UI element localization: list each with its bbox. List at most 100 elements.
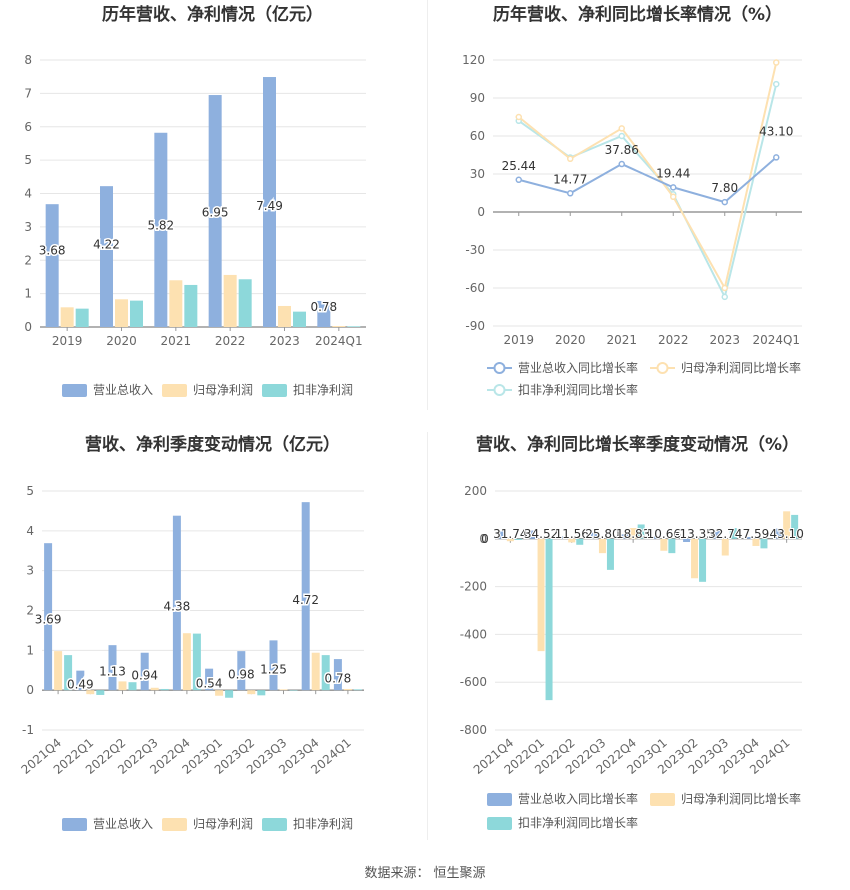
y-tick-label: 7	[24, 86, 32, 100]
legend-marker	[493, 384, 506, 396]
data-label: 0.54	[196, 676, 223, 690]
bar	[317, 300, 331, 327]
data-label: 7.80	[711, 181, 738, 195]
bar	[140, 652, 149, 691]
data-label: 4.72	[292, 593, 319, 607]
legend-swatch	[162, 818, 187, 831]
data-label: 34.52	[524, 527, 558, 541]
bar	[293, 311, 306, 327]
series-point	[721, 198, 728, 206]
y-tick-label: 8	[24, 53, 32, 67]
chart-title: 历年营收、净利情况（亿元）	[102, 4, 323, 25]
series-point	[618, 160, 625, 168]
data-label: 43.10	[769, 527, 803, 541]
series-point	[618, 125, 625, 132]
bar	[353, 689, 362, 691]
bar	[637, 524, 645, 539]
bar	[301, 502, 310, 691]
y-tick-label: -400	[460, 627, 487, 641]
data-label: 6.95	[202, 205, 229, 219]
y-tick-label: 30	[470, 167, 485, 181]
data-label: 3.69	[35, 613, 62, 627]
bar	[775, 528, 783, 539]
bar	[215, 690, 224, 696]
y-tick-label: 1	[26, 643, 34, 657]
data-label: 43.10	[759, 124, 793, 138]
bar	[257, 690, 266, 696]
bar	[333, 659, 342, 691]
bar	[590, 532, 598, 539]
data-label: 0.78	[325, 672, 352, 686]
bar	[576, 538, 584, 545]
x-tick-label: 2021	[606, 333, 637, 347]
bar	[154, 132, 168, 327]
legend-label: 营业总收入	[93, 817, 153, 831]
series-point	[567, 155, 574, 163]
data-label: 3.68	[39, 244, 66, 258]
y-tick-label: 90	[470, 91, 485, 105]
quarterly-growth-rate-chart: 营收、净利同比增长率季度变动情况（%） -800 -600 -400 -200 0 200 2…	[425, 430, 850, 860]
data-label: 1.13	[99, 665, 126, 679]
legend-swatch	[162, 384, 187, 397]
annual-revenue-profit-chart: 历年营收、净利情况（亿元） 0 1 2 3 4 5 6 7 8 2019 2020 2021 2022 20…	[0, 0, 425, 430]
bar	[332, 325, 346, 327]
bar	[652, 536, 660, 539]
series-point	[773, 80, 780, 88]
y-tick-label: 0	[479, 532, 487, 546]
y-tick-label: -30	[465, 243, 485, 257]
bar	[752, 538, 760, 546]
data-source-label: 数据来源：	[364, 866, 430, 881]
series-point	[721, 293, 728, 301]
series-point	[773, 59, 780, 66]
bar	[744, 536, 752, 539]
bar	[76, 670, 85, 691]
data-label: -13.35	[675, 527, 714, 541]
bar	[560, 536, 568, 539]
legend-label: 扣非净利润	[293, 817, 353, 831]
bar	[514, 538, 522, 540]
bar	[225, 690, 234, 698]
legend-label: 归母净利润	[193, 383, 253, 397]
data-label: 0.78	[310, 300, 337, 314]
legend-swatch	[262, 818, 287, 831]
bar	[278, 305, 291, 327]
bar	[208, 95, 222, 327]
data-label: 1.25	[260, 662, 287, 676]
bar	[150, 687, 159, 691]
bar	[568, 538, 576, 543]
bar	[545, 538, 553, 701]
legend-marker	[493, 362, 506, 374]
x-tick-label: 2023	[269, 334, 300, 348]
y-tick-label: 4	[26, 524, 34, 538]
chart-title: 历年营收、净利同比增长率情况（%）	[493, 4, 782, 25]
bar	[279, 689, 288, 691]
data-label: 37.86	[605, 143, 639, 157]
bar	[115, 299, 128, 327]
data-label: 25.80	[585, 527, 619, 541]
y-tick-label: -60	[465, 281, 485, 295]
legend-marker	[656, 362, 669, 374]
y-tick-label: 3	[24, 220, 32, 234]
y-tick-label: 2	[26, 604, 34, 618]
bar	[321, 655, 330, 691]
data-label: 31.74	[493, 527, 527, 541]
data-label: 4.22	[93, 237, 120, 251]
series-point	[567, 190, 574, 197]
bar	[184, 284, 198, 327]
bar	[45, 204, 59, 327]
bar	[721, 538, 729, 556]
legend-label: 营业总收入同比增长率	[518, 360, 638, 375]
bar	[128, 682, 137, 691]
bar	[506, 538, 514, 542]
series-point	[773, 154, 780, 161]
annual-growth-rate-chart: 历年营收、净利同比增长率情况（%） -90 -60 -30 0 30 60 90 120 2019…	[425, 0, 850, 430]
series-point	[721, 284, 728, 292]
series-point	[515, 113, 522, 121]
bar	[205, 668, 214, 691]
series-line	[518, 156, 777, 204]
bar	[760, 538, 768, 549]
data-label: 18.83	[616, 527, 650, 541]
bar	[172, 515, 181, 691]
chart-title: 营收、净利同比增长率季度变动情况（%）	[476, 434, 799, 455]
bar	[108, 645, 117, 691]
